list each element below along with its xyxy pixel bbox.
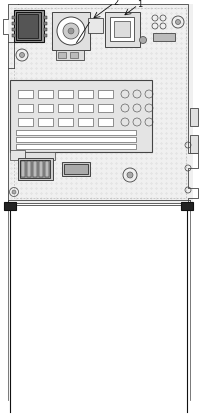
Bar — [18, 158, 53, 180]
Bar — [38, 118, 53, 126]
Bar — [18, 14, 38, 38]
Bar — [44, 22, 47, 25]
Bar — [180, 202, 192, 210]
Bar — [52, 12, 90, 50]
Bar — [18, 118, 33, 126]
Bar — [39, 161, 43, 177]
Bar — [109, 17, 133, 41]
Bar — [45, 161, 49, 177]
Bar — [12, 16, 15, 19]
Bar — [14, 10, 44, 42]
Bar — [16, 144, 135, 149]
Bar — [58, 104, 73, 112]
Bar — [16, 137, 135, 142]
Bar — [56, 50, 84, 60]
Bar — [4, 202, 16, 210]
Bar — [78, 104, 93, 112]
Circle shape — [68, 28, 74, 34]
Bar — [44, 34, 47, 37]
Circle shape — [63, 23, 79, 39]
Bar — [12, 22, 15, 25]
Bar — [20, 160, 50, 178]
Circle shape — [126, 172, 132, 178]
Circle shape — [57, 17, 85, 45]
Bar — [38, 90, 53, 98]
Bar — [64, 164, 88, 174]
Bar — [44, 28, 47, 31]
Bar — [44, 16, 47, 19]
Bar — [18, 90, 33, 98]
Bar — [8, 4, 192, 203]
Bar — [98, 104, 112, 112]
Circle shape — [19, 53, 24, 58]
Bar — [16, 130, 135, 135]
Bar — [33, 161, 37, 177]
Bar — [10, 80, 151, 152]
Bar — [88, 18, 102, 33]
Circle shape — [175, 20, 180, 24]
Text: 2: 2 — [113, 0, 118, 7]
Bar — [10, 150, 25, 160]
Bar — [58, 118, 73, 126]
Bar — [98, 118, 112, 126]
Bar — [38, 104, 53, 112]
Bar — [27, 161, 31, 177]
Bar — [189, 108, 197, 126]
Bar — [98, 90, 112, 98]
Circle shape — [12, 190, 16, 194]
Bar — [62, 162, 90, 176]
Bar — [21, 161, 25, 177]
Bar — [12, 28, 15, 31]
Bar — [189, 135, 197, 153]
Bar — [18, 104, 33, 112]
Bar — [78, 118, 93, 126]
Text: 1: 1 — [137, 0, 142, 8]
Bar — [78, 90, 93, 98]
Bar — [113, 21, 129, 37]
Bar — [25, 152, 55, 160]
Bar — [58, 52, 66, 58]
Bar — [12, 34, 15, 37]
Circle shape — [139, 37, 146, 44]
Bar — [16, 12, 41, 40]
Bar — [70, 52, 78, 58]
Bar — [104, 12, 139, 47]
Bar — [152, 33, 174, 41]
Bar — [58, 90, 73, 98]
